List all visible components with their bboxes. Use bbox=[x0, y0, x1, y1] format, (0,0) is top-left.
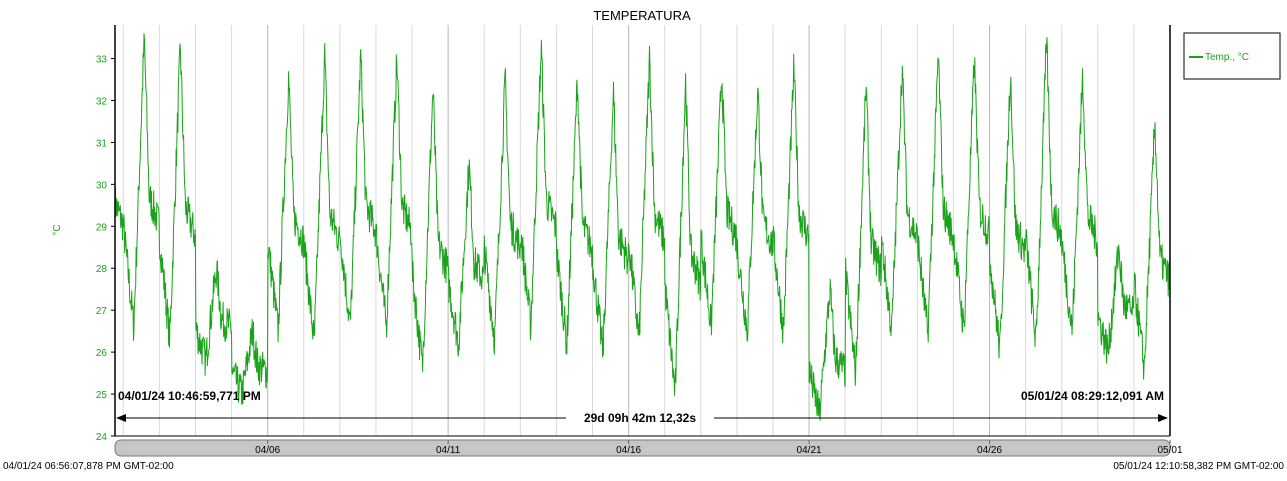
range-duration-label: 29d 09h 42m 12,32s bbox=[584, 411, 696, 425]
range-arrow-left bbox=[116, 414, 126, 422]
y-tick-label: 27 bbox=[96, 306, 108, 317]
grid-layer bbox=[122, 25, 1135, 436]
range-arrow-right bbox=[1158, 414, 1168, 422]
series-layer bbox=[114, 33, 1171, 421]
y-tick-label: 24 bbox=[96, 432, 108, 443]
x-tick-label: 05/01 bbox=[1157, 445, 1182, 456]
y-tick-labels: 24 25 26 27 28 29 30 31 32 33 bbox=[96, 55, 115, 443]
chart-title: TEMPERATURA bbox=[593, 8, 691, 23]
timeline-start-label: 04/01/24 06:56:07,878 PM GMT-02:00 bbox=[3, 461, 174, 472]
timeline-end-label: 05/01/24 12:10:58,382 PM GMT-02:00 bbox=[1113, 461, 1284, 472]
x-tick-label: 04/21 bbox=[797, 445, 822, 456]
y-tick-label: 31 bbox=[96, 138, 108, 149]
timeline-scrollbar[interactable] bbox=[114, 439, 1171, 457]
series-line-temp bbox=[114, 33, 1171, 421]
range-end-label: 05/01/24 08:29:12,091 AM bbox=[1021, 389, 1164, 403]
y-tick-label: 25 bbox=[96, 390, 108, 401]
x-tick-label: 04/06 bbox=[255, 445, 280, 456]
y-tick-label: 26 bbox=[96, 348, 108, 359]
y-tick-label: 30 bbox=[96, 180, 108, 191]
y-tick-label: 29 bbox=[96, 222, 108, 233]
y-tick-label: 32 bbox=[96, 96, 108, 107]
y-tick-label: 28 bbox=[96, 264, 108, 275]
y-axis-label: °C bbox=[52, 224, 63, 235]
x-tick-label: 04/16 bbox=[616, 445, 641, 456]
x-tick-label: 04/11 bbox=[436, 445, 461, 456]
legend-label: Temp., °C bbox=[1205, 52, 1249, 63]
y-tick-label: 33 bbox=[96, 55, 108, 66]
x-tick-label: 04/26 bbox=[977, 445, 1002, 456]
range-start-label: 04/01/24 10:46:59,771 PM bbox=[118, 389, 261, 403]
x-date-tick-labels: 04/06 04/11 04/16 04/21 04/26 05/01 bbox=[255, 440, 1183, 456]
